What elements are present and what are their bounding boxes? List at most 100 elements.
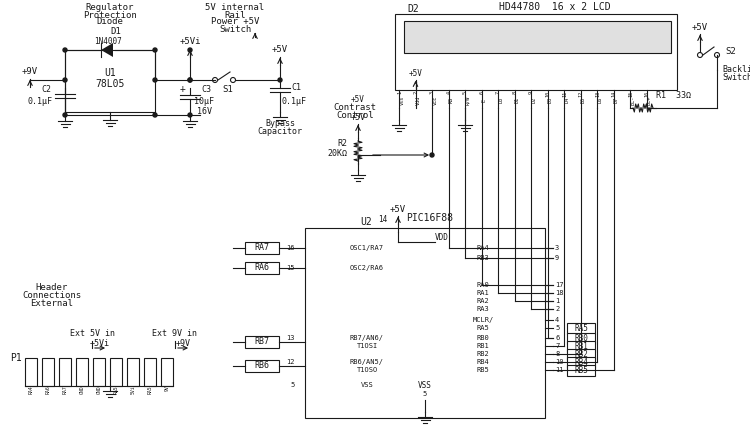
- Text: +5V: +5V: [390, 205, 406, 213]
- Text: RA1: RA1: [477, 290, 489, 296]
- Text: 5: 5: [291, 382, 295, 388]
- Text: 16: 16: [286, 245, 295, 251]
- Text: RB1: RB1: [477, 343, 489, 349]
- Text: 0.1μF: 0.1μF: [28, 98, 53, 107]
- Text: 10: 10: [545, 91, 550, 97]
- Bar: [127, 358, 139, 386]
- Text: Diode: Diode: [97, 18, 124, 27]
- Bar: [567, 349, 595, 360]
- Text: 14: 14: [378, 216, 388, 225]
- Text: 1: 1: [555, 298, 560, 304]
- Text: D3: D3: [548, 97, 553, 103]
- Bar: [25, 358, 37, 386]
- Text: 9V: 9V: [164, 385, 170, 391]
- Text: VSS: VSS: [361, 382, 374, 388]
- Bar: [567, 365, 595, 376]
- Text: 17: 17: [555, 282, 563, 288]
- Text: RB7/AN6/: RB7/AN6/: [350, 335, 384, 341]
- Circle shape: [153, 48, 157, 52]
- Text: D2: D2: [407, 4, 419, 14]
- Circle shape: [63, 48, 67, 52]
- Text: T1OSI: T1OSI: [356, 343, 377, 349]
- Text: 3: 3: [430, 91, 435, 94]
- Text: 11: 11: [555, 367, 563, 373]
- Text: Contrast: Contrast: [334, 103, 376, 111]
- Text: D6: D6: [598, 97, 602, 103]
- Text: Vss: Vss: [400, 95, 404, 105]
- Text: +: +: [180, 84, 186, 94]
- Text: D5: D5: [581, 97, 586, 103]
- Text: 15: 15: [286, 265, 295, 271]
- Bar: [567, 357, 595, 368]
- Bar: [161, 358, 173, 386]
- Bar: [305, 228, 545, 418]
- Text: 8: 8: [555, 351, 560, 357]
- Text: RA0: RA0: [477, 282, 489, 288]
- Circle shape: [188, 48, 192, 52]
- Text: 6: 6: [555, 335, 560, 341]
- Text: +5V: +5V: [350, 113, 365, 122]
- Text: RA7: RA7: [254, 244, 269, 252]
- Bar: [567, 323, 595, 334]
- Text: E: E: [482, 99, 487, 102]
- Text: S1: S1: [223, 85, 233, 95]
- Text: C1: C1: [291, 84, 301, 92]
- Text: 20KΩ: 20KΩ: [327, 149, 347, 157]
- Text: VSS: VSS: [418, 381, 432, 389]
- Text: 9: 9: [555, 255, 560, 261]
- Text: RB0: RB0: [574, 334, 588, 343]
- Text: RB5: RB5: [477, 367, 489, 373]
- Text: D1: D1: [515, 97, 520, 103]
- Text: RA3: RA3: [477, 306, 489, 312]
- Bar: [76, 358, 88, 386]
- Text: Bypass: Bypass: [265, 119, 295, 129]
- Text: 1N4007: 1N4007: [94, 37, 122, 46]
- Text: Vdd: Vdd: [416, 95, 421, 105]
- Text: 5V internal: 5V internal: [206, 4, 265, 12]
- Text: D2: D2: [532, 97, 536, 103]
- Text: 5Vi: 5Vi: [130, 385, 136, 394]
- Text: RB4: RB4: [477, 359, 489, 365]
- Text: 1: 1: [397, 91, 402, 94]
- Text: U2: U2: [360, 217, 372, 227]
- Text: Switch: Switch: [722, 73, 750, 83]
- Bar: [65, 50, 155, 112]
- Text: GND: GND: [97, 385, 101, 394]
- Text: 78L05: 78L05: [95, 79, 124, 89]
- Text: Rail: Rail: [224, 11, 246, 19]
- Text: R1  33Ω: R1 33Ω: [656, 91, 691, 99]
- Bar: [42, 358, 54, 386]
- Text: S2: S2: [725, 47, 736, 57]
- Text: VDD: VDD: [435, 232, 448, 241]
- Text: 12: 12: [286, 359, 295, 365]
- Text: Header: Header: [36, 283, 68, 293]
- Text: RA7: RA7: [62, 385, 68, 394]
- Text: 2: 2: [555, 306, 560, 312]
- Text: RB4: RB4: [574, 358, 588, 367]
- Circle shape: [153, 113, 157, 117]
- Text: 7: 7: [555, 343, 560, 349]
- Bar: [395, 14, 677, 90]
- Text: R2: R2: [337, 138, 347, 148]
- Bar: [245, 262, 279, 274]
- Text: 13: 13: [595, 91, 600, 97]
- Text: RB1: RB1: [574, 342, 588, 351]
- Text: Power +5V: Power +5V: [211, 18, 260, 27]
- Text: 15: 15: [628, 91, 633, 97]
- Text: OSC1/RA7: OSC1/RA7: [350, 245, 384, 251]
- Text: 10μF: 10μF: [194, 96, 214, 106]
- Text: OSC2/RA6: OSC2/RA6: [350, 265, 384, 271]
- Circle shape: [278, 78, 282, 82]
- Circle shape: [188, 113, 192, 117]
- Bar: [144, 358, 156, 386]
- Text: GND: GND: [80, 385, 85, 394]
- Circle shape: [188, 78, 192, 82]
- Text: RB2: RB2: [477, 351, 489, 357]
- Text: D0: D0: [499, 97, 503, 103]
- Text: RB7: RB7: [254, 338, 269, 347]
- Text: RA5: RA5: [477, 325, 489, 331]
- Text: 8: 8: [512, 91, 517, 94]
- Text: 9: 9: [529, 91, 534, 94]
- Text: +9V: +9V: [22, 68, 38, 76]
- Text: D1: D1: [111, 27, 122, 35]
